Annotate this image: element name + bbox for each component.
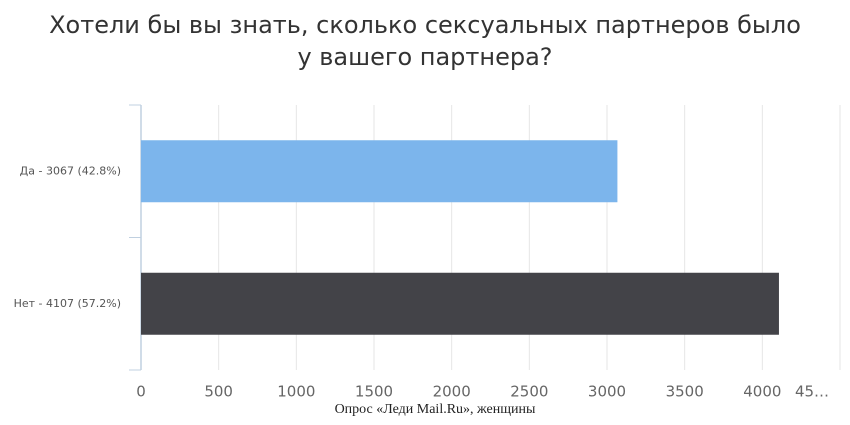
x-tick-label: 45… [795, 383, 829, 401]
bar [141, 272, 779, 335]
x-tick-label: 3500 [666, 383, 704, 401]
x-tick-label: 1000 [277, 383, 315, 401]
bar [141, 140, 618, 203]
source: Опрос «Леди Mail.Ru», женщины [335, 402, 536, 417]
chart-title: Хотели бы вы знать, сколько сексуальных … [49, 11, 801, 39]
x-tick-label: 1500 [355, 383, 393, 401]
chart-title: у вашего партнера? [297, 43, 552, 71]
x-tick-label: 3000 [588, 383, 626, 401]
x-tick-label: 0 [136, 383, 146, 401]
y-tick-label: Да - 3067 (42.8%) [20, 164, 121, 177]
y-tick-label: Нет - 4107 (57.2%) [14, 297, 121, 310]
x-tick-label: 4000 [743, 383, 781, 401]
x-tick-label: 2000 [433, 383, 471, 401]
x-tick-label: 500 [204, 383, 233, 401]
x-tick-label: 2500 [510, 383, 548, 401]
